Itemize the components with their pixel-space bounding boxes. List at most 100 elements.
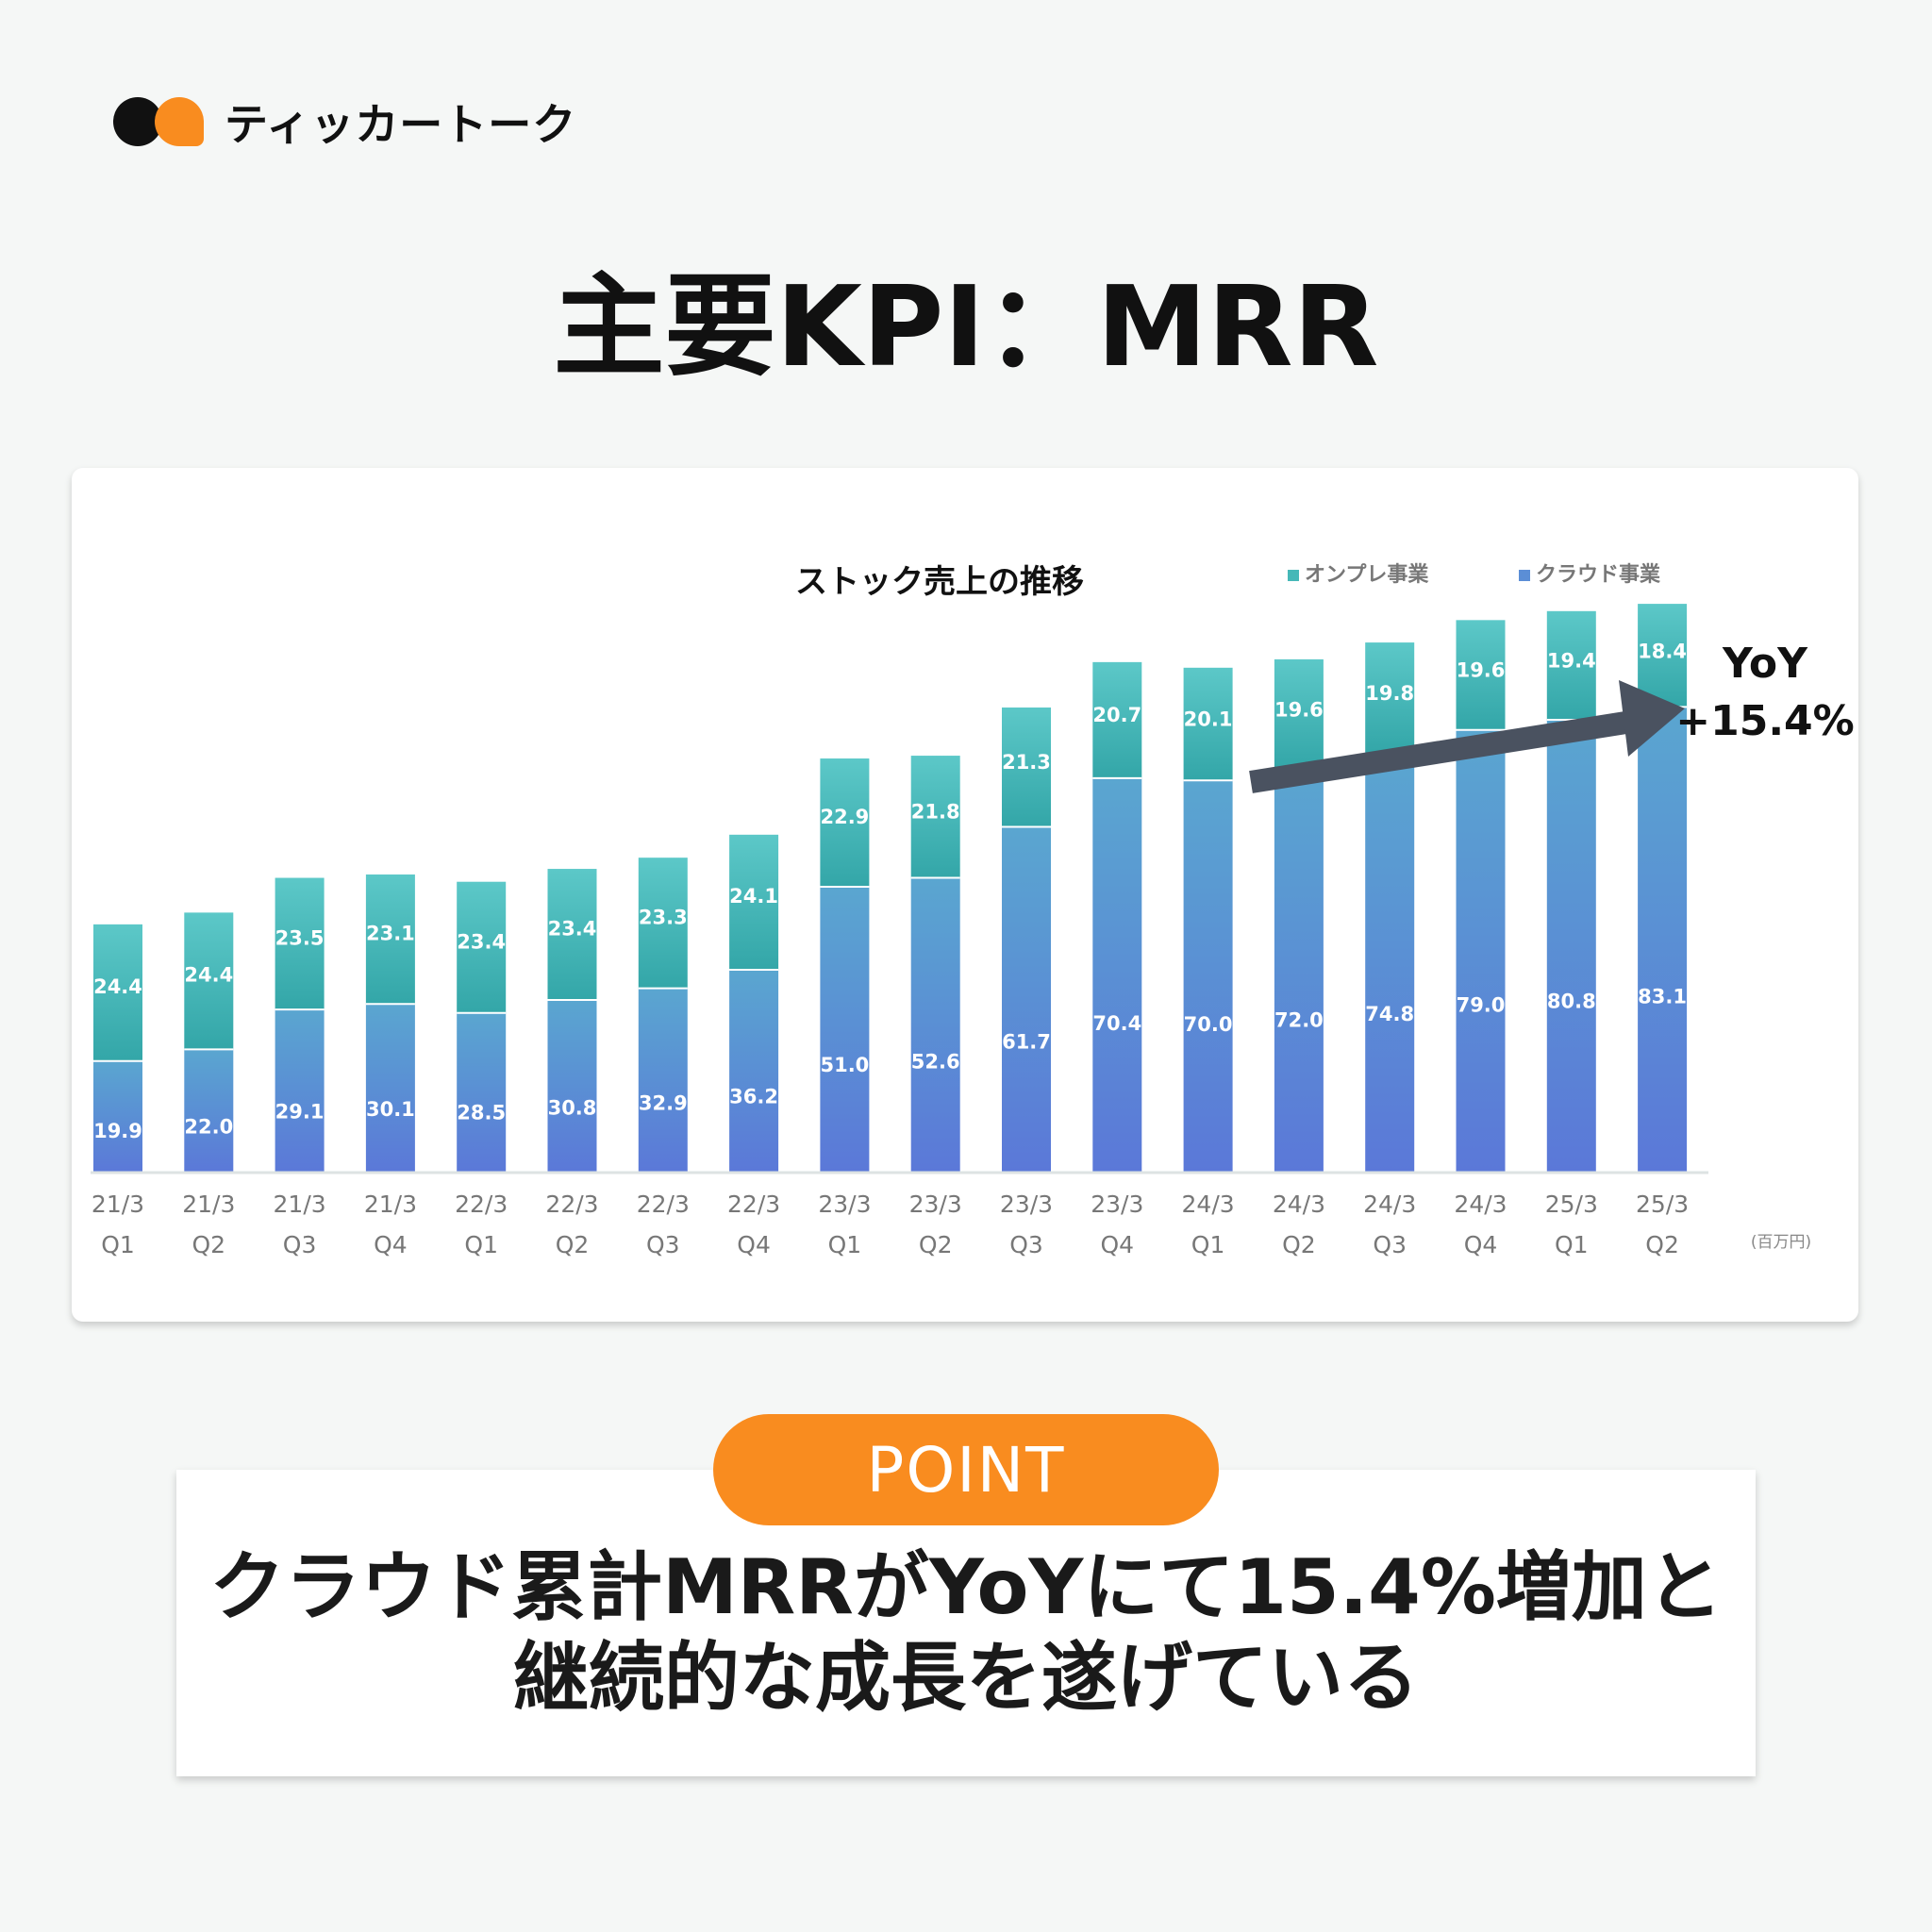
stacked-bar-chart: ストック売上の推移 オンプレ事業 クラウド事業 19.9 24.4 21/3 Q1 22… [91, 562, 1855, 1258]
data-label-cloud: 29.1 [275, 1100, 325, 1123]
data-label-cloud: 79.0 [1457, 994, 1506, 1017]
bar-onprem [1002, 707, 1051, 827]
bar-onprem [1638, 604, 1688, 708]
bar-onprem [1546, 610, 1596, 721]
bar-onprem [93, 924, 142, 1061]
legend-swatch-cloud [1519, 570, 1530, 581]
x-tick-quarter: Q2 [1282, 1231, 1316, 1258]
bar-onprem [547, 869, 597, 1001]
x-tick-quarter: Q2 [192, 1231, 226, 1258]
x-tick-quarter: Q1 [828, 1231, 862, 1258]
x-tick-year: 23/3 [818, 1191, 871, 1218]
yoy-label: YoY [1722, 640, 1808, 688]
x-tick-year: 21/3 [92, 1191, 144, 1218]
x-tick-quarter: Q4 [1464, 1231, 1498, 1258]
bar-onprem [1365, 642, 1415, 754]
data-label-cloud: 51.0 [820, 1054, 869, 1076]
data-label-onprem: 21.3 [1002, 751, 1051, 774]
data-label-cloud: 30.8 [548, 1096, 597, 1119]
bar-cloud [184, 1049, 234, 1173]
bar-cloud [729, 969, 779, 1173]
bar-cloud [457, 1012, 507, 1173]
data-label-onprem: 23.1 [366, 923, 415, 945]
data-label-onprem: 20.1 [1184, 708, 1233, 731]
data-label-onprem: 23.5 [275, 926, 325, 949]
x-tick-quarter: Q2 [556, 1231, 590, 1258]
x-tick-year: 24/3 [1273, 1191, 1325, 1218]
x-tick-quarter: Q3 [283, 1231, 317, 1258]
data-label-onprem: 22.9 [820, 806, 869, 828]
x-tick-quarter: Q3 [1009, 1231, 1043, 1258]
chart-card: ストック売上の推移 オンプレ事業 クラウド事業 19.9 24.4 21/3 Q1 22… [72, 468, 1858, 1322]
x-tick-quarter: Q2 [1645, 1231, 1679, 1258]
data-label-cloud: 72.0 [1274, 1008, 1324, 1031]
x-tick-year: 24/3 [1363, 1191, 1416, 1218]
bar-cloud [1183, 780, 1233, 1173]
growth-arrow-icon [1249, 680, 1685, 793]
bar-onprem [820, 758, 870, 888]
page-title: 主要KPI：MRR [553, 261, 1379, 391]
bar-onprem [1092, 661, 1142, 778]
data-label-onprem: 20.7 [1092, 704, 1141, 726]
data-label-onprem: 24.4 [93, 975, 142, 998]
data-label-cloud: 83.1 [1638, 985, 1687, 1008]
x-tick-year: 21/3 [182, 1191, 235, 1218]
x-tick-year: 25/3 [1636, 1191, 1689, 1218]
x-tick-year: 24/3 [1454, 1191, 1507, 1218]
x-tick-year: 21/3 [274, 1191, 326, 1218]
x-tick-year: 25/3 [1545, 1191, 1598, 1218]
bar-onprem [457, 881, 507, 1013]
data-label-cloud: 70.0 [1184, 1013, 1233, 1036]
bar-cloud [1002, 826, 1051, 1173]
x-tick-quarter: Q1 [464, 1231, 498, 1258]
x-tick-quarter: Q1 [1555, 1231, 1589, 1258]
data-label-cloud: 70.4 [1092, 1012, 1141, 1035]
bar-onprem [1456, 620, 1506, 730]
bar-onprem [910, 756, 960, 878]
x-tick-quarter: Q4 [737, 1231, 771, 1258]
data-label-onprem: 19.6 [1457, 659, 1506, 682]
brand-logo: ティッカートーク [113, 91, 576, 153]
bar-cloud [910, 877, 960, 1173]
data-label-cloud: 32.9 [639, 1092, 688, 1115]
data-label-onprem: 19.4 [1547, 650, 1596, 673]
data-label-onprem: 23.4 [548, 918, 597, 941]
x-tick-quarter: Q1 [1191, 1231, 1225, 1258]
bar-cloud [1456, 729, 1506, 1173]
bar-onprem [365, 874, 415, 1005]
data-label-cloud: 30.1 [366, 1098, 415, 1121]
bar-onprem [1274, 658, 1324, 770]
data-label-cloud: 61.7 [1002, 1031, 1051, 1054]
bar-cloud [547, 1000, 597, 1173]
x-tick-quarter: Q1 [101, 1231, 135, 1258]
yoy-value: +15.4% [1675, 697, 1855, 745]
data-label-cloud: 22.0 [184, 1115, 233, 1138]
bar-cloud [638, 988, 688, 1173]
bar-onprem [638, 858, 688, 989]
x-tick-quarter: Q2 [919, 1231, 953, 1258]
data-label-cloud: 52.6 [911, 1050, 960, 1073]
point-line-2: 継続的な成長を遂げている [513, 1634, 1419, 1722]
legend-swatch-onprem [1288, 570, 1299, 581]
unit-label: (百万円) [1751, 1233, 1811, 1252]
x-tick-year: 22/3 [727, 1191, 780, 1218]
x-tick-year: 22/3 [455, 1191, 508, 1218]
legend: オンプレ事業 クラウド事業 [1288, 562, 1661, 587]
logo-speech-bubble-icon [155, 97, 204, 146]
legend-label-onprem: オンプレ事業 [1305, 562, 1429, 587]
data-label-cloud: 36.2 [729, 1085, 778, 1108]
chart-title: ストック売上の推移 [795, 563, 1084, 601]
data-label-onprem: 23.3 [639, 906, 688, 928]
bar-cloud [1365, 753, 1415, 1173]
legend-label-cloud: クラウド事業 [1536, 562, 1661, 587]
data-label-onprem: 18.4 [1638, 640, 1687, 662]
data-label-cloud: 80.8 [1547, 991, 1596, 1013]
x-tick-quarter: Q3 [1373, 1231, 1407, 1258]
x-tick-year: 23/3 [909, 1191, 962, 1218]
data-label-onprem: 24.4 [184, 964, 233, 987]
bar-cloud [365, 1004, 415, 1173]
bar-cloud [1546, 720, 1596, 1173]
brand-name: ティッカートーク [225, 99, 577, 150]
point-badge: POINT [713, 1414, 1219, 1525]
x-tick-year: 21/3 [364, 1191, 417, 1218]
